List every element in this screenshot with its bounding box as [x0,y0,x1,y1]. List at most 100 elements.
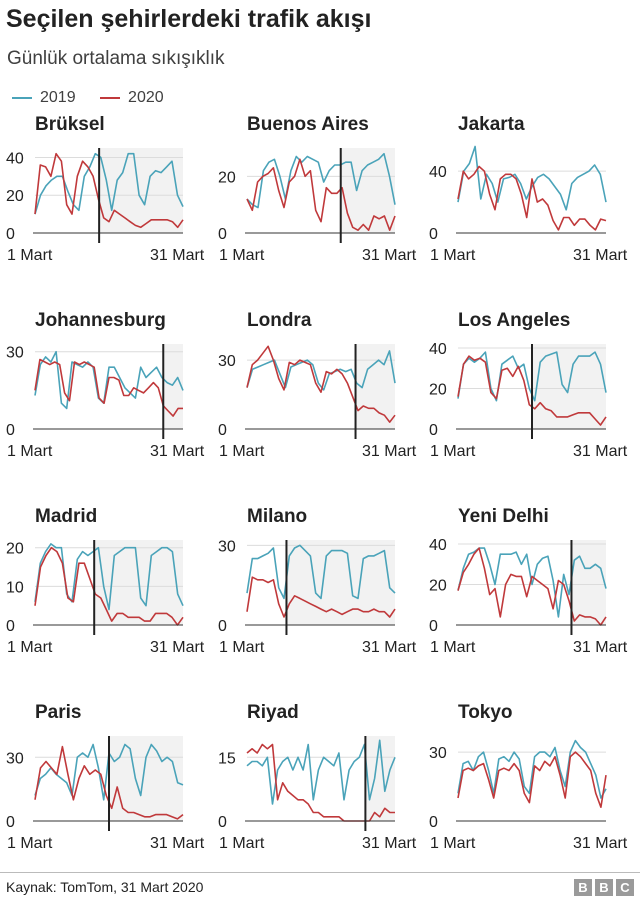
x-tick-label-start: 1 Mart [430,443,476,460]
y-tick-label: 20 [6,188,24,205]
y-tick-label: 30 [6,750,24,767]
series-2019 [246,544,396,600]
series-2019 [457,145,607,211]
x-tick-label-start: 1 Mart [7,835,53,852]
x-tick-label-end: 31 Mart [150,443,205,460]
y-tick-label: 20 [6,541,24,558]
city-title: Brüksel [35,114,105,135]
city-title: Johannesburg [35,310,166,331]
city-title: Tokyo [458,702,513,723]
x-tick-label-end: 31 Mart [150,835,205,852]
y-tick-label: 30 [429,745,447,762]
series-2020 [34,358,183,417]
city-panel-4: 0 30 Johannesburg 1 Mart 31 Mart [6,310,205,460]
y-tick-label: 0 [218,814,227,831]
x-tick-label-end: 31 Mart [573,639,628,656]
city-title: Paris [35,702,81,723]
logo-letter: B [595,879,613,896]
x-tick-label-end: 31 Mart [362,247,417,264]
y-tick-label: 0 [218,422,227,439]
post-measure-shading [571,540,606,625]
y-tick-label: 40 [6,150,24,167]
x-tick-label-end: 31 Mart [573,835,628,852]
y-tick-label: 0 [218,226,227,243]
legend-item-2020: 2020 [100,89,164,107]
x-tick-label-end: 31 Mart [150,639,205,656]
chart-subtitle: Günlük ortalama sıkışıklık [7,48,225,69]
x-tick-label-start: 1 Mart [430,639,476,656]
city-title: Yeni Delhi [458,506,549,527]
series-2020 [34,152,184,229]
series-2020 [34,546,184,626]
series-2019 [34,152,184,215]
series-2020 [246,158,396,231]
x-tick-label-start: 1 Mart [430,247,476,264]
city-panel-10: 0 30 Paris 1 Mart 31 Mart [6,702,205,852]
y-tick-label: 30 [218,353,236,370]
series-2019 [457,739,607,799]
legend: 2019 2020 [12,86,184,107]
series-2020 [457,751,607,809]
y-tick-label: 0 [429,422,438,439]
x-tick-label-start: 1 Mart [219,639,265,656]
source-note: Kaynak: TomTom, 31 Mart 2020 [6,879,204,895]
x-tick-label-end: 31 Mart [362,443,417,460]
legend-line-2019 [12,97,32,99]
legend-item-2019: 2019 [12,89,76,107]
y-tick-label: 20 [429,382,447,399]
legend-line-2020 [100,97,121,99]
city-title: Riyad [247,702,299,723]
x-tick-label-start: 1 Mart [430,835,476,852]
y-tick-label: 0 [6,814,15,831]
series-2020 [246,345,396,423]
y-tick-label: 0 [218,618,227,635]
x-tick-label-start: 1 Mart [7,639,53,656]
y-tick-label: 20 [218,169,236,186]
city-title: Jakarta [458,114,525,135]
city-panel-12: 0 30 Tokyo 1 Mart 31 Mart [429,702,628,852]
city-panel-2: 0 20 Buenos Aires 1 Mart 31 Mart [218,114,417,264]
y-tick-label: 0 [6,618,15,635]
y-tick-label: 20 [429,578,447,595]
y-tick-label: 0 [6,422,15,439]
city-panel-8: 0 30 Milano 1 Mart 31 Mart [218,506,417,656]
logo-letter: B [574,879,592,896]
series-2019 [246,350,396,391]
x-tick-label-end: 31 Mart [573,443,628,460]
y-tick-label: 30 [218,538,236,555]
city-title: Milano [247,506,307,527]
y-tick-label: 0 [429,618,438,635]
city-title: Londra [247,310,312,331]
x-tick-label-start: 1 Mart [219,247,265,264]
legend-label-2019: 2019 [40,89,76,106]
y-tick-label: 30 [6,345,24,362]
city-panel-1: 0 20 40 Brüksel 1 Mart 31 Mart [6,114,205,264]
post-measure-shading [99,148,183,233]
x-tick-label-start: 1 Mart [7,443,53,460]
post-measure-shading [340,148,395,233]
series-2020 [246,576,396,618]
x-tick-label-start: 1 Mart [219,443,265,460]
legend-label-2020: 2020 [128,89,164,106]
city-panel-6: 0 20 40 Los Angeles 1 Mart 31 Mart [429,310,628,460]
series-2020 [246,743,395,822]
series-2020 [457,165,607,231]
post-measure-shading [109,736,183,821]
x-tick-label-start: 1 Mart [7,247,53,264]
x-tick-label-end: 31 Mart [150,247,205,264]
y-tick-label: 40 [429,341,447,358]
y-tick-label: 0 [429,226,438,243]
city-panel-3: 0 40 Jakarta 1 Mart 31 Mart [429,114,628,264]
city-panel-5: 0 30 Londra 1 Mart 31 Mart [218,310,417,460]
series-2020 [457,547,607,626]
series-2019 [246,152,396,209]
y-tick-label: 40 [429,537,447,554]
city-panel-11: 0 15 Riyad 1 Mart 31 Mart [218,702,417,852]
bbc-logo: B B C [574,879,634,896]
series-2019 [34,350,184,410]
y-tick-label: 10 [6,579,24,596]
y-tick-label: 15 [218,750,236,767]
city-panel-9: 0 20 40 Yeni Delhi 1 Mart 31 Mart [429,506,628,656]
y-tick-label: 40 [429,164,447,181]
